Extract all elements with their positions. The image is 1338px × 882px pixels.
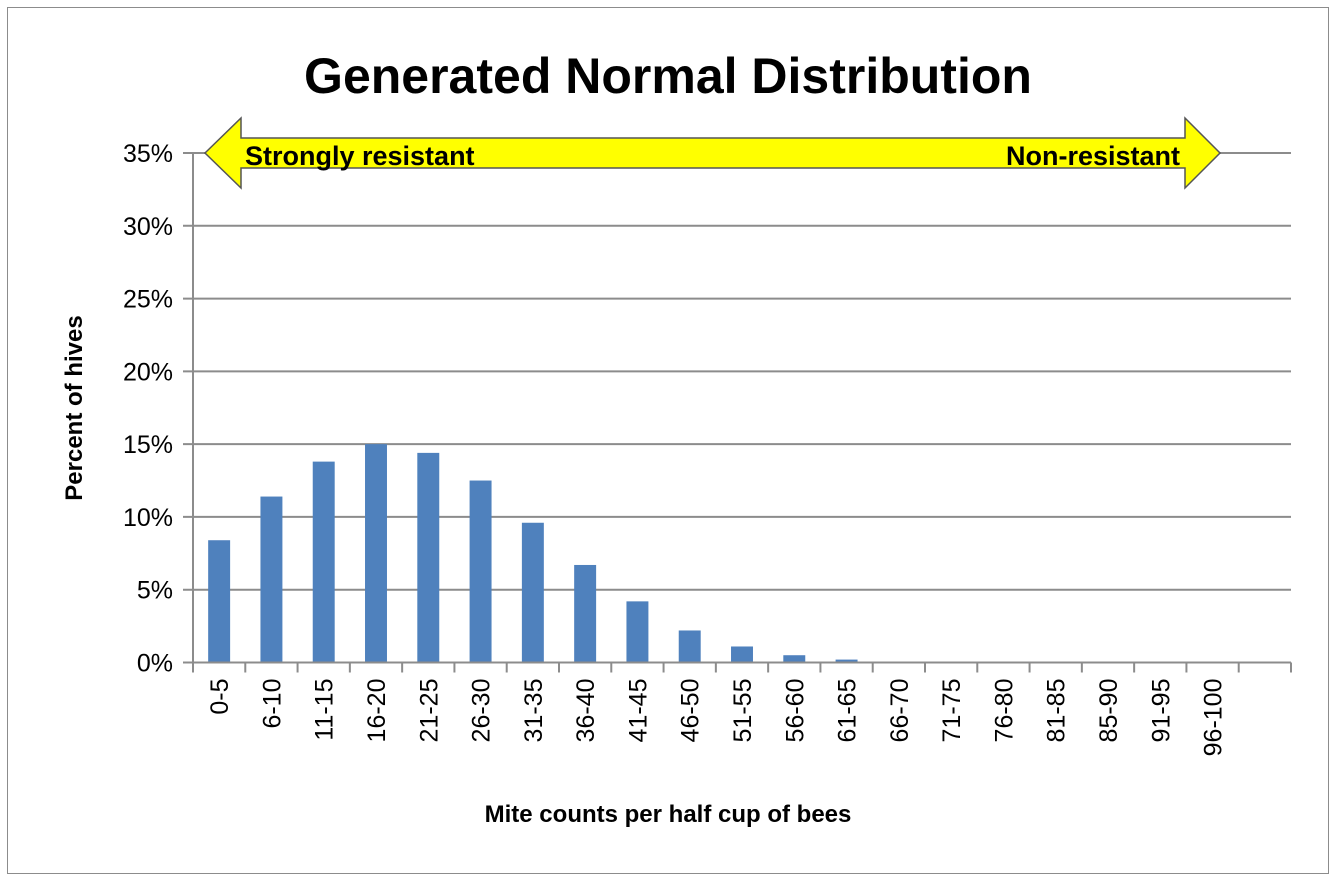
y-axis-title: Percent of hives [61, 315, 88, 500]
bar-36-40 [574, 564, 597, 663]
x-tick-label: 71-75 [938, 679, 966, 743]
bar-41-45 [626, 601, 649, 663]
chart-title: Generated Normal Distribution [304, 48, 1032, 104]
x-tick-label: 46-50 [677, 679, 705, 743]
chart-frame [7, 7, 1329, 874]
bar-61-65 [835, 659, 858, 663]
gridlines [183, 152, 1291, 664]
x-tick-label: 81-85 [1043, 679, 1071, 743]
x-tick-label: 16-20 [363, 679, 391, 743]
bar-51-55 [731, 646, 753, 663]
non-resistant-label: Non-resistant [1006, 141, 1180, 171]
x-tick-label: 41-45 [624, 679, 652, 743]
bar-26-30 [469, 480, 492, 663]
bar-11-15 [312, 461, 335, 663]
bar-21-25 [417, 452, 440, 663]
x-tick-label: 21-25 [415, 679, 443, 743]
y-tick-label: 5% [137, 577, 173, 605]
x-tick-label: 85-90 [1095, 679, 1123, 743]
strongly-resistant-label: Strongly resistant [245, 141, 475, 171]
x-tick-label: 31-35 [520, 679, 548, 743]
y-tick-label: 30% [123, 213, 173, 241]
x-tick-label: 76-80 [990, 679, 1018, 743]
x-tick-label: 96-100 [1200, 679, 1228, 757]
bars [208, 444, 858, 663]
x-tick-label: 0-5 [206, 679, 234, 715]
bar-31-35 [521, 522, 544, 663]
y-tick-label: 10% [123, 504, 173, 532]
x-tick-label: 91-95 [1147, 679, 1175, 743]
bar-0-5 [208, 540, 231, 663]
bar-6-10 [260, 496, 283, 663]
x-tick-label: 26-30 [468, 679, 496, 743]
y-tick-labels: 0% 5% 10% 15% 20% 25% 30% 35% [123, 140, 173, 678]
y-tick-label: 15% [123, 431, 173, 459]
x-axis [183, 153, 1292, 673]
x-tick-label: 56-60 [781, 679, 809, 743]
y-tick-label: 35% [123, 140, 173, 168]
y-tick-label: 25% [123, 286, 173, 314]
x-tick-label: 11-15 [311, 679, 339, 741]
x-tick-label: 51-55 [729, 679, 757, 743]
y-tick-label: 20% [123, 358, 173, 386]
x-tick-label: 66-70 [886, 679, 914, 743]
x-tick-label: 6-10 [258, 679, 286, 729]
bar-16-20 [365, 444, 387, 663]
x-tick-labels: 0-5 6-10 11-15 16-20 21-25 26-30 31-35 36-40 41-… [206, 679, 1227, 757]
x-axis-title: Mite counts per half cup of bees [485, 801, 852, 828]
resistance-arrow: Strongly resistant Non-resistant [203, 116, 1222, 190]
x-tick-label: 61-65 [834, 679, 862, 743]
y-tick-label: 0% [137, 650, 173, 678]
bar-56-60 [783, 655, 806, 663]
double-arrow-shape [203, 116, 1222, 190]
bar-46-50 [678, 630, 701, 663]
x-tick-label: 36-40 [572, 679, 600, 743]
